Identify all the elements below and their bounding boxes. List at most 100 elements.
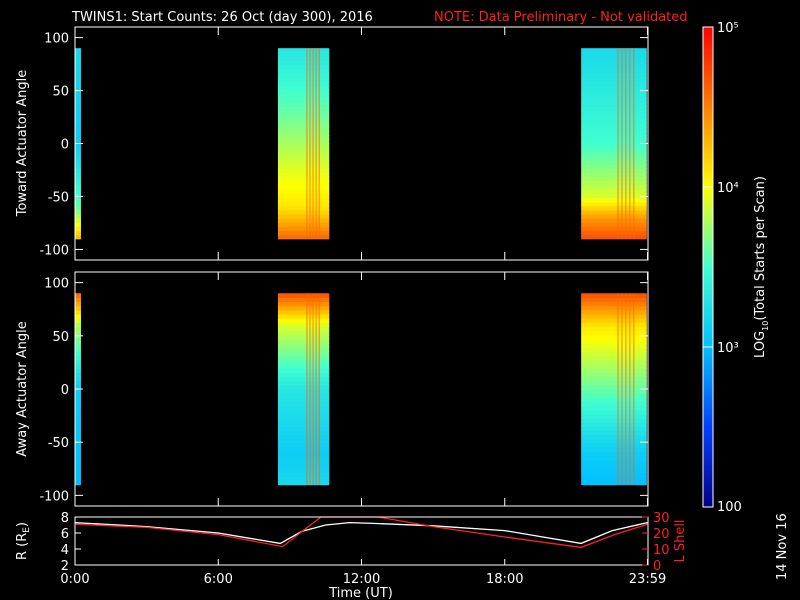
heatmap-cell <box>277 393 330 398</box>
heatmap-cell <box>75 413 81 419</box>
heatmap-cell <box>75 422 81 427</box>
heatmap-cell <box>581 339 647 344</box>
y-tick-label: 50 <box>52 85 69 100</box>
heatmap-cell <box>277 160 330 165</box>
heatmap-cell <box>75 89 81 95</box>
heatmap-cell <box>277 184 330 190</box>
heatmap-cell <box>277 463 330 469</box>
toward-heatmap <box>75 48 647 240</box>
heatmap-cell <box>581 334 647 340</box>
toward-x-ticks <box>74 27 649 260</box>
left-tick-label: 4 <box>61 543 69 558</box>
heatmap-cell <box>75 472 81 477</box>
heatmap-cell <box>277 114 330 120</box>
lshell-series-line <box>74 516 648 549</box>
heatmap-cell <box>581 222 647 227</box>
heatmap-cell <box>75 434 81 440</box>
heatmap-cell <box>75 102 81 107</box>
heatmap-cell <box>581 226 647 232</box>
heatmap-cell <box>581 434 647 440</box>
heatmap-cell <box>75 380 81 386</box>
heatmap-streak <box>309 48 311 239</box>
heatmap-cell <box>75 189 81 194</box>
heatmap-cell <box>75 197 81 203</box>
heatmap-cell <box>277 234 330 240</box>
radius-series-line <box>74 521 648 545</box>
heatmap-cell <box>75 201 81 207</box>
heatmap-cell <box>75 301 81 307</box>
colorbar-ticks: 100 10³ 10⁴ 10⁵ <box>703 21 742 515</box>
heatmap-streak <box>617 48 619 239</box>
heatmap-cell <box>75 334 81 340</box>
heatmap-cell <box>277 359 330 365</box>
heatmap-cell <box>277 472 330 477</box>
heatmap-cell <box>581 380 647 386</box>
heatmap-cell <box>277 405 330 411</box>
heatmap-cell <box>581 305 647 311</box>
heatmap-streak <box>633 293 635 485</box>
heatmap-cell <box>581 126 647 132</box>
heatmap-cell <box>277 155 330 161</box>
heatmap-cell <box>75 73 81 78</box>
heatmap-cell <box>277 102 330 107</box>
heatmap-cell <box>277 172 330 178</box>
heatmap-cell <box>75 468 81 473</box>
heatmap-cell <box>581 118 647 124</box>
heatmap-cell <box>581 164 647 169</box>
heatmap-cell <box>277 106 330 111</box>
heatmap-cell <box>75 131 81 136</box>
heatmap-cell <box>75 409 81 415</box>
away-panel-background <box>75 272 648 506</box>
heatmap-cell <box>75 60 81 66</box>
heatmap-cell <box>581 102 647 107</box>
heatmap-cell <box>581 168 647 174</box>
heatmap-cell <box>277 318 330 323</box>
heatmap-cell <box>277 326 330 332</box>
heatmap-cell <box>277 443 330 448</box>
heatmap-streak <box>629 48 631 239</box>
heatmap-cell <box>277 230 330 236</box>
heatmap-cell <box>277 301 330 307</box>
heatmap-cell <box>75 297 81 303</box>
heatmap-cell <box>277 52 330 57</box>
heatmap-cell <box>75 110 81 115</box>
heatmap-cell <box>581 114 647 120</box>
heatmap-cell <box>277 451 330 457</box>
y-tick-label: 0 <box>61 138 69 153</box>
heatmap-cell <box>581 359 647 365</box>
heatmap-cell <box>277 376 330 382</box>
y-tick-label: 0 <box>61 383 69 398</box>
y-tick-label: -100 <box>39 243 69 258</box>
toward-panel-background <box>75 27 648 260</box>
heatmap-cell <box>75 405 81 411</box>
x-tick-label: 18:00 <box>486 572 523 587</box>
heatmap-cell <box>277 193 330 198</box>
y-tick-label: 100 <box>44 277 69 292</box>
heatmap-cell <box>581 189 647 194</box>
heatmap-cell <box>75 143 81 149</box>
heatmap-cell <box>581 430 647 436</box>
heatmap-cell <box>581 472 647 477</box>
heatmap-streak <box>318 48 320 239</box>
heatmap-cell <box>277 314 330 319</box>
left-tick-label: 8 <box>61 511 69 526</box>
right-tick-label: 30 <box>653 511 670 526</box>
heatmap-cell <box>75 147 81 153</box>
heatmap-cell <box>277 122 330 128</box>
heatmap-cell <box>277 89 330 95</box>
heatmap-cell <box>581 139 647 144</box>
right-tick-label: 20 <box>653 527 670 542</box>
heatmap-cell <box>581 64 647 70</box>
heatmap-cell <box>581 97 647 103</box>
away-heatmap <box>75 293 647 486</box>
heatmap-streak <box>306 293 308 485</box>
heatmap-cell <box>75 384 81 390</box>
heatmap-cell <box>75 234 81 240</box>
heatmap-cell <box>277 147 330 153</box>
heatmap-cell <box>75 318 81 323</box>
heatmap-cell <box>581 293 647 298</box>
orbit-panel-frame <box>74 516 649 566</box>
heatmap-cell <box>75 447 81 452</box>
heatmap-streak <box>306 48 308 239</box>
heatmap-cell <box>75 52 81 57</box>
